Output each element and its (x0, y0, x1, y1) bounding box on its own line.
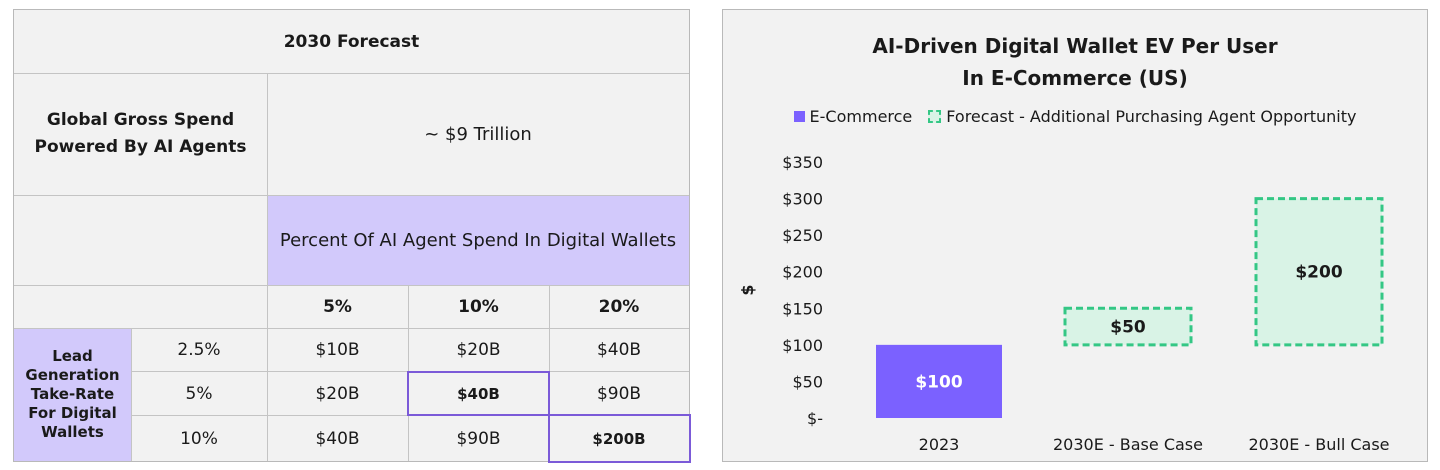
chart-panel: AI-Driven Digital Wallet EV Per User In … (722, 9, 1428, 462)
value-cell: $20B (315, 383, 360, 404)
divider (14, 328, 689, 329)
highlight-box (407, 371, 550, 416)
y-tick-label: $150 (782, 299, 823, 318)
y-tick-label: $300 (782, 190, 823, 209)
bar-chart: $- $50 $100 $150 $200 $250 $300 $350 $2023 2030E … (738, 153, 1390, 454)
y-tick-label: $350 (782, 153, 823, 172)
highlight-box (548, 414, 691, 463)
value-cell: $20B (456, 339, 501, 360)
pct-header: Percent Of AI Agent Spend In Digital Wal… (267, 196, 689, 285)
table-title: 2030 Forecast (283, 31, 420, 52)
legend-label: E-Commerce (809, 107, 913, 126)
legend: E-Commerce Forecast - Additional Purchas… (723, 107, 1427, 126)
col-header: 20% (598, 297, 640, 317)
value-cell: $40B (596, 339, 642, 360)
value-cell: $40B (315, 428, 360, 449)
y-tick-label: $250 (782, 226, 823, 245)
divider (267, 73, 268, 461)
divider (14, 195, 689, 196)
y-axis-label: $ (738, 284, 757, 295)
bar-dashed (1063, 306, 1193, 347)
divider (14, 73, 689, 74)
y-tick-label: $100 (782, 336, 823, 355)
spend-value: ~ $9 Trillion (424, 123, 532, 145)
rate-cell: 10% (180, 428, 218, 449)
legend-swatch-dashed (928, 110, 942, 123)
legend-item-ecommerce: E-Commerce (793, 107, 913, 126)
forecast-table: 2030 Forecast Global Gross Spend Powered… (13, 9, 691, 463)
value-cell: $90B (456, 428, 501, 449)
rate-cell: 5% (185, 383, 213, 404)
divider (14, 285, 689, 286)
bar-dashed (1254, 197, 1384, 347)
bar (876, 344, 1002, 418)
y-tick-label: $- (807, 409, 823, 428)
col-header: 5% (323, 297, 352, 317)
value-cell-highlighted: $40B (457, 384, 500, 403)
row-group-label: Lead Generation Take-Rate For Digital Wa… (14, 328, 131, 461)
chart-title-line2: In E-Commerce (US) (962, 66, 1188, 90)
y-tick-label: $50 (792, 372, 823, 391)
value-cell: $90B (596, 383, 642, 404)
x-tick-label: 2030E - Bull Case (1248, 435, 1389, 454)
spend-label: Global Gross Spend Powered By AI Agents (34, 110, 247, 157)
value-cell-highlighted: $200B (592, 429, 646, 448)
value-cell: $10B (315, 339, 360, 360)
chart-title-line1: AI-Driven Digital Wallet EV Per User (872, 34, 1278, 58)
legend-label: Forecast - Additional Purchasing Agent O… (946, 107, 1357, 126)
data-label: $200 (1295, 263, 1342, 283)
divider (131, 328, 132, 461)
legend-swatch-solid (793, 111, 805, 122)
y-tick-label: $200 (782, 263, 823, 282)
legend-item-forecast: Forecast - Additional Purchasing Agent O… (928, 107, 1356, 126)
x-tick-label: 2023 (919, 435, 960, 454)
rate-cell: 2.5% (177, 339, 221, 360)
x-tick-label: 2030E - Base Case (1053, 435, 1203, 454)
data-label: $100 (915, 372, 962, 392)
col-header: 10% (458, 297, 499, 317)
data-label: $50 (1110, 318, 1146, 338)
